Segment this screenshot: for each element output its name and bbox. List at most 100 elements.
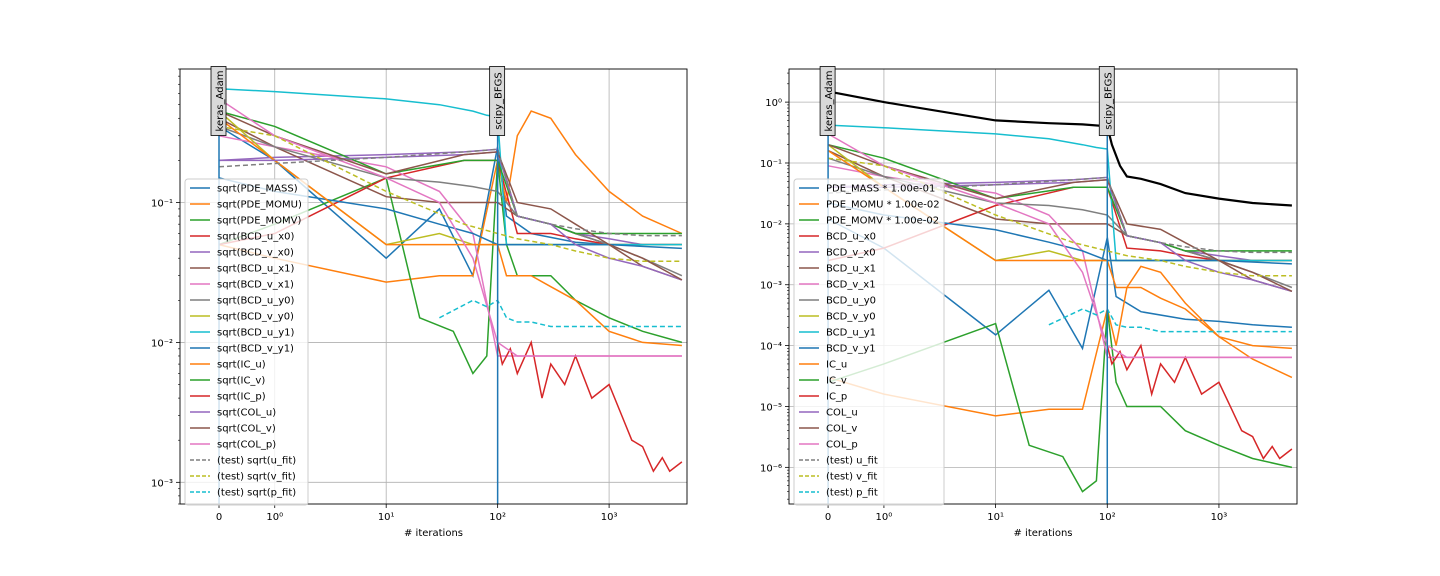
annotation-label: keras_Adam <box>215 71 226 132</box>
legend-label: (test) u_fit <box>826 456 878 467</box>
legend-label: sqrt(BCD_v_y1) <box>217 344 294 355</box>
legend-label: BCD_u_x1 <box>826 264 876 275</box>
optimizer-annotation: scipy_BFGS <box>489 66 506 136</box>
legend-label: (test) sqrt(p_fit) <box>217 488 296 499</box>
optimizer-annotation: keras_Adam <box>819 66 836 136</box>
series-line-15 <box>827 143 1293 292</box>
annotation-label: scipy_BFGS <box>1103 72 1114 129</box>
legend-label: (test) sqrt(v_fit) <box>217 472 296 483</box>
legend-label: BCD_u_y0 <box>826 296 876 307</box>
series-line-10 <box>218 177 682 250</box>
legend-label: PDE_MOMU * 1.00e-02 <box>826 200 940 211</box>
legend-label: BCD_u_y1 <box>826 328 876 339</box>
legend-label: IC_p <box>826 392 847 403</box>
x-tick-label: 10² <box>489 512 506 523</box>
legend-label: sqrt(COL_v) <box>217 424 276 435</box>
legend-label: sqrt(BCD_u_x0) <box>217 232 294 243</box>
annotation-box <box>1098 66 1115 136</box>
legend-label: COL_p <box>826 440 858 451</box>
series-line-2 <box>218 160 683 375</box>
series-line-19 <box>1048 307 1292 333</box>
legend-label: sqrt(IC_p) <box>217 392 266 403</box>
y-tick-label: 10⁻¹ <box>760 159 782 170</box>
series-line-17 <box>828 176 1292 254</box>
y-tick-label: 10⁻⁴ <box>760 342 782 353</box>
x-axis-label: # iterations <box>404 528 463 539</box>
y-tick-label: 10⁻¹ <box>151 199 173 210</box>
legend-frame <box>793 178 945 506</box>
series-line-2 <box>827 308 1293 493</box>
y-tick-label: 10⁰ <box>765 98 782 109</box>
x-tick-label: 0 <box>216 512 222 523</box>
legend-label: IC_u <box>826 360 847 371</box>
legend-label: PDE_MASS * 1.00e-01 <box>826 184 935 195</box>
x-tick-label: 10⁰ <box>876 512 893 523</box>
left-chart: 0 10⁰ 10¹ 10² 10³ 10⁻³ 10⁻² 10⁻¹ # iterations ker… <box>151 66 688 539</box>
annotation-box <box>819 66 836 136</box>
series-line-1 <box>218 110 683 283</box>
legend-label: sqrt(COL_p) <box>217 440 276 451</box>
right-chart: 0 10⁰ 10¹ 10² 10³ 10⁻⁶ 10⁻⁵ 10⁻⁴ 10⁻³ 10⁻² 10⁻¹ 10⁰… <box>760 66 1298 539</box>
legend-label: sqrt(BCD_u_y1) <box>217 328 294 339</box>
legend-label: PDE_MOMV * 1.00e-02 <box>826 216 939 227</box>
series-group <box>827 90 1293 493</box>
y-tick-label: 10⁻⁶ <box>760 463 782 474</box>
legend-label: sqrt(PDE_MOMU) <box>217 200 302 211</box>
optimizer-annotation: keras_Adam <box>210 66 227 136</box>
series-line-18 <box>827 157 1292 277</box>
legend-label: BCD_v_y0 <box>826 312 876 323</box>
series-line-11 <box>218 117 682 347</box>
x-tick-label: 10¹ <box>987 512 1004 523</box>
legend-label: sqrt(BCD_v_y0) <box>217 312 294 323</box>
legend-label: sqrt(COL_u) <box>217 408 276 419</box>
x-tick-label: 10³ <box>601 512 618 523</box>
legend-label: sqrt(BCD_v_x0) <box>217 248 294 259</box>
legend-label: sqrt(BCD_u_x1) <box>217 264 294 275</box>
legend-label: (test) v_fit <box>826 472 877 483</box>
x-tick-label: 10³ <box>1211 512 1228 523</box>
legend-label: IC_v <box>826 376 847 387</box>
legend: PDE_MASS * 1.00e-01 PDE_MOMU * 1.00e-02 PD… <box>793 178 945 506</box>
y-tick-label: 10⁻² <box>151 338 173 349</box>
series-line-19 <box>439 299 682 328</box>
series-line-14 <box>828 179 1293 293</box>
legend: sqrt(PDE_MASS) sqrt(PDE_MOMU) sqrt(PDE_MOM… <box>184 178 309 506</box>
x-axis-label: # iterations <box>1013 528 1072 539</box>
legend-label: (test) p_fit <box>826 488 878 499</box>
legend-label: (test) sqrt(u_fit) <box>217 456 296 467</box>
legend-label: BCD_v_x1 <box>826 280 876 291</box>
legend-label: COL_v <box>826 424 857 435</box>
legend-label: sqrt(BCD_v_x1) <box>217 280 294 291</box>
series-line-15 <box>218 110 683 281</box>
legend-label: sqrt(IC_v) <box>217 376 265 387</box>
y-tick-label: 10⁻⁵ <box>760 402 782 413</box>
axes-frame <box>179 68 688 505</box>
annotation-label: scipy_BFGS <box>494 72 505 129</box>
annotation-box <box>489 66 506 136</box>
series-group <box>218 88 683 473</box>
legend-label: sqrt(BCD_u_y0) <box>217 296 294 307</box>
y-tick-label: 10⁻² <box>760 220 782 231</box>
annotation-label: keras_Adam <box>824 71 835 132</box>
y-tick-label: 10⁻³ <box>151 478 173 489</box>
x-tick-label: 0 <box>825 512 831 523</box>
legend-label: BCD_v_y1 <box>826 344 876 355</box>
x-tick-label: 10⁰ <box>266 512 283 523</box>
optimizer-annotation: scipy_BFGS <box>1098 66 1115 136</box>
series-line-0 <box>827 218 1292 351</box>
annotation-box <box>210 66 227 136</box>
series-line-18 <box>218 125 682 263</box>
legend-label: sqrt(PDE_MASS) <box>217 184 298 195</box>
x-tick-label: 10¹ <box>378 512 395 523</box>
legend-label: sqrt(PDE_MOMV) <box>217 216 302 227</box>
total-loss-line <box>827 90 1292 207</box>
series-line-13 <box>496 339 683 473</box>
series-line-13 <box>1106 343 1293 460</box>
legend-label: sqrt(IC_u) <box>217 360 266 371</box>
legend-label: BCD_u_x0 <box>826 232 876 243</box>
series-line-17 <box>218 148 682 237</box>
legend-label: COL_u <box>826 408 858 419</box>
legend-frame <box>184 178 309 506</box>
axes-frame <box>788 68 1298 505</box>
